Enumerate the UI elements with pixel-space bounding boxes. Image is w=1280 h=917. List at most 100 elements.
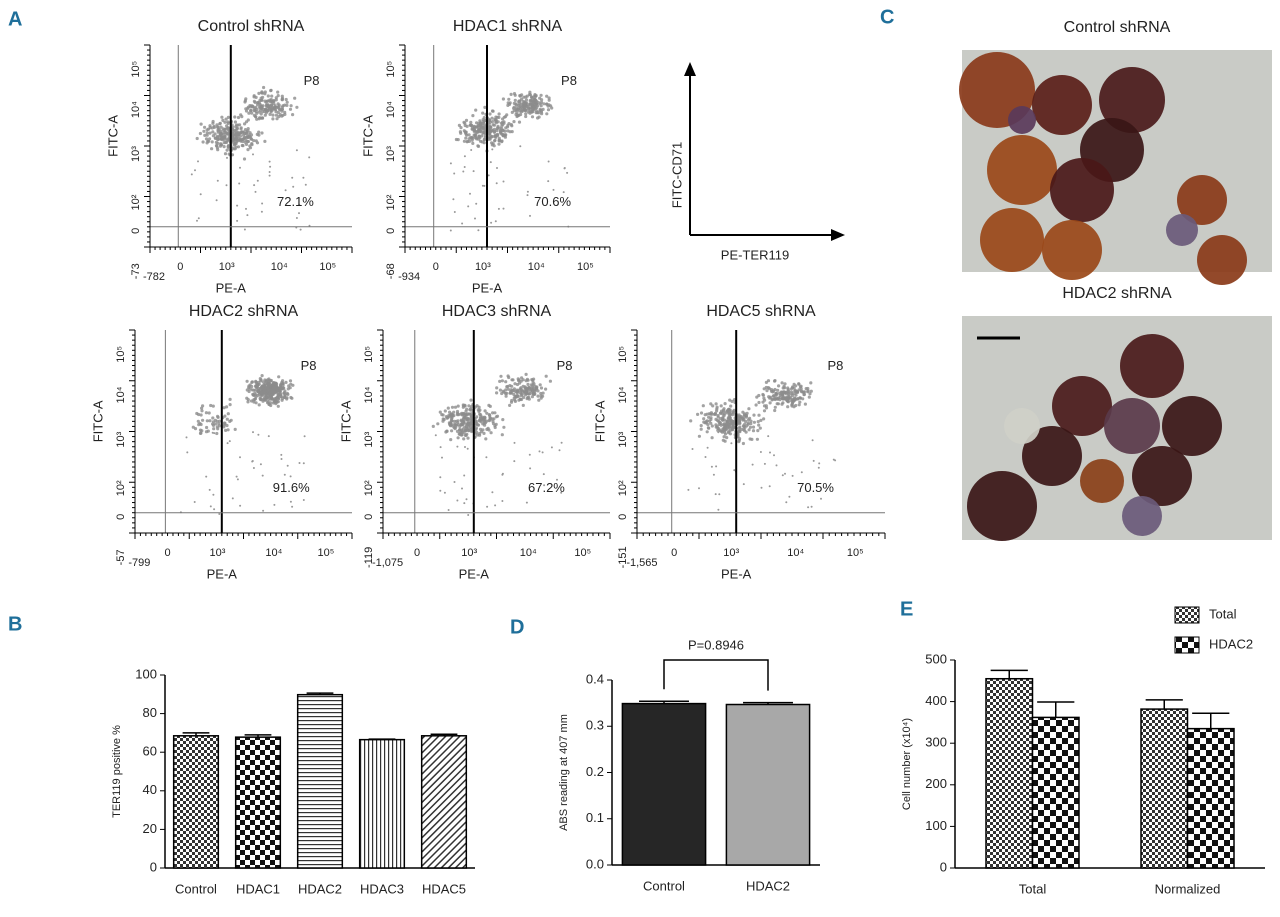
event-dot — [267, 377, 271, 381]
bar — [420, 735, 468, 869]
event-dot — [256, 389, 260, 393]
event-dot — [274, 387, 278, 391]
event-dot — [228, 403, 232, 407]
event-dot — [806, 389, 810, 393]
event-dot — [446, 406, 450, 410]
y-tick-label: 40 — [143, 782, 157, 797]
event-dot — [773, 379, 777, 383]
event-dot — [517, 120, 522, 124]
event-dot — [249, 133, 254, 137]
event-dot — [211, 431, 214, 434]
event-dot — [196, 419, 200, 423]
event-dot — [760, 486, 763, 489]
legend-label: Total — [1209, 606, 1237, 621]
event-dot — [506, 103, 510, 107]
event-dot — [481, 111, 485, 115]
event-dot — [762, 404, 767, 408]
event-dot — [197, 412, 201, 417]
event-dot — [285, 391, 289, 395]
bar — [1140, 708, 1189, 869]
event-dot — [524, 114, 528, 119]
y-tick-label: 0 — [940, 859, 947, 874]
x-tick-label: 10⁴ — [787, 547, 804, 559]
event-dot — [439, 446, 442, 449]
event-dot — [447, 509, 450, 511]
event-dot — [471, 114, 475, 118]
event-dot — [245, 134, 250, 138]
event-dot — [547, 160, 550, 163]
event-dot — [271, 113, 275, 117]
event-dot — [759, 451, 762, 453]
event-dot — [809, 389, 813, 393]
event-dot — [259, 390, 263, 394]
event-dot — [704, 420, 708, 424]
event-dot — [252, 153, 254, 156]
event-dot — [212, 493, 215, 496]
event-dot — [535, 106, 539, 110]
gate-percent: 70.6% — [534, 194, 571, 209]
event-dot — [710, 436, 714, 440]
event-dot — [469, 405, 473, 409]
gate-label: P8 — [561, 73, 577, 88]
event-dot — [757, 423, 761, 427]
x-tick-label: 10⁴ — [528, 261, 545, 273]
event-dot — [298, 203, 301, 206]
event-dot — [709, 402, 713, 406]
event-dot — [759, 418, 763, 422]
y-tick-label: 10² — [115, 480, 127, 496]
event-dot — [538, 383, 542, 387]
bar — [358, 738, 406, 869]
y-tick-label: 0 — [385, 228, 397, 234]
event-dot — [273, 104, 277, 108]
panel-label: B — [8, 613, 22, 635]
y-tick-label: 0 — [130, 228, 142, 234]
event-dot — [500, 124, 504, 128]
event-dot — [763, 462, 766, 465]
x-tick-label: 0 — [671, 547, 677, 559]
event-dot — [709, 421, 713, 425]
event-dot — [223, 120, 227, 124]
event-dot — [500, 379, 504, 383]
event-dot — [216, 414, 220, 418]
event-dot — [268, 104, 272, 108]
event-dot — [250, 137, 254, 141]
event-dot — [526, 382, 530, 386]
event-dot — [298, 212, 300, 215]
event-dot — [757, 413, 761, 417]
event-dot — [491, 148, 494, 151]
event-dot — [749, 422, 753, 426]
event-dot — [231, 497, 234, 500]
event-dot — [214, 144, 219, 148]
y-tick-label: 300 — [925, 735, 947, 750]
event-dot — [204, 411, 208, 415]
y-axis-label: TER119 positive % — [111, 725, 123, 818]
y-tick-label: 10³ — [130, 146, 142, 162]
event-dot — [705, 430, 709, 434]
event-dot — [527, 386, 532, 390]
event-dot — [436, 422, 440, 426]
event-dot — [277, 375, 281, 379]
event-dot — [251, 460, 254, 463]
x-tick-label: 10³ — [461, 547, 477, 559]
event-dot — [802, 393, 806, 397]
event-dot — [775, 402, 779, 406]
event-dot — [534, 109, 539, 113]
event-dot — [497, 207, 500, 210]
event-dot — [517, 99, 521, 103]
event-dot — [270, 106, 274, 110]
event-dot — [246, 127, 250, 131]
event-dot — [719, 404, 723, 408]
event-dot — [251, 104, 255, 108]
x-tick-label: 10⁵ — [319, 261, 336, 273]
bar — [234, 736, 282, 869]
event-dot — [485, 411, 489, 415]
event-dot — [208, 131, 212, 135]
event-dot — [752, 420, 757, 424]
event-dot — [725, 436, 729, 440]
event-dot — [461, 403, 465, 407]
x-tick-label: 0 — [164, 547, 170, 559]
event-dot — [475, 121, 479, 125]
y-tick-label: -57 — [115, 549, 127, 565]
event-dot — [796, 390, 800, 394]
x-tick-label: -1,075 — [372, 557, 403, 569]
